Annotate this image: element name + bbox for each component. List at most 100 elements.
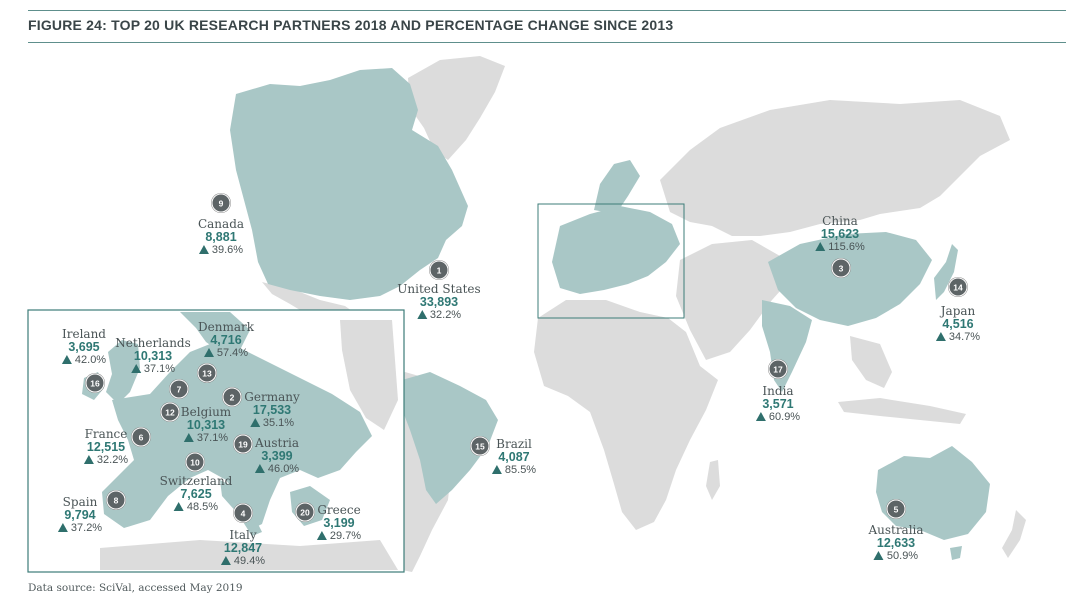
data-source-note: Data source: SciVal, accessed May 2019	[28, 582, 243, 594]
country-value: 12,515	[86, 440, 126, 454]
country-change: 46.0%	[255, 463, 299, 476]
rank-badge-australia: 5	[886, 499, 906, 519]
land-unhighlighted	[262, 56, 1026, 572]
country-name: Australia	[868, 523, 924, 537]
country-value: 3,199	[323, 516, 355, 530]
country-name: Netherlands	[115, 336, 191, 350]
rank-badge-greece: 20	[295, 502, 315, 522]
scandinavia-shape	[594, 160, 640, 214]
rank-badge-canada: 9	[211, 193, 231, 213]
rank-badge-united-states: 1	[429, 260, 449, 280]
country-value: 8,881	[205, 230, 237, 244]
figure-title: FIGURE 24: TOP 20 UK RESEARCH PARTNERS 2…	[28, 17, 674, 33]
inset-scandinavia-land	[180, 312, 250, 352]
rank-badge-belgium: 12	[160, 402, 180, 422]
label-canada: Canada 8,881 39.6%	[198, 218, 244, 257]
inset-nonpartner-land	[340, 320, 398, 430]
country-change: 49.4%	[221, 555, 265, 568]
north-america-shape	[230, 68, 468, 300]
country-value: 4,087	[498, 450, 530, 464]
country-value: 33,893	[419, 295, 459, 309]
country-name: Brazil	[496, 437, 532, 451]
label-brazil: Brazil 4,087 85.5%	[492, 438, 536, 477]
country-change: 37.1%	[115, 363, 191, 376]
country-name: Denmark	[198, 320, 254, 334]
land-highlighted	[230, 68, 990, 560]
rank-badge-india: 17	[768, 359, 788, 379]
country-name: Canada	[197, 217, 245, 231]
rank-badge-italy: 4	[233, 503, 253, 523]
country-value: 12,633	[876, 536, 916, 550]
southeast-asia-shape	[850, 336, 892, 388]
rank-badge-germany: 2	[222, 387, 242, 407]
country-name: India	[762, 384, 794, 398]
country-value: 9,794	[64, 508, 96, 522]
label-united-states: United States 33,893 32.2%	[397, 283, 480, 322]
country-name: Ireland	[62, 327, 106, 341]
label-italy: Italy 12,847 49.4%	[221, 529, 265, 568]
label-spain: Spain 9,794 37.2%	[58, 496, 102, 535]
rank-badge-spain: 8	[106, 490, 126, 510]
country-change: 48.5%	[160, 501, 233, 514]
country-value: 3,399	[261, 449, 293, 463]
country-value: 12,847	[223, 541, 263, 555]
country-name: Spain	[62, 495, 98, 509]
japan-shape	[934, 244, 958, 300]
brazil-shape	[400, 372, 498, 504]
europe-focus-frame	[537, 203, 685, 319]
country-value: 3,695	[68, 340, 100, 354]
country-value: 7,625	[180, 487, 212, 501]
africa-shape	[534, 300, 718, 530]
madagascar-shape	[706, 460, 720, 500]
top-rule	[28, 10, 1066, 11]
country-change: 29.7%	[317, 530, 361, 543]
label-greece: Greece 3,199 29.7%	[317, 504, 361, 543]
title-rule	[28, 42, 1066, 43]
country-change: 37.1%	[181, 432, 231, 445]
country-change: 32.2%	[84, 454, 128, 467]
country-name: Italy	[229, 528, 257, 542]
greenland-shape	[408, 56, 505, 160]
country-change: 50.9%	[868, 550, 923, 563]
country-change: 35.1%	[244, 417, 299, 430]
label-denmark: Denmark 4,716 57.4%	[198, 321, 254, 360]
new-zealand-shape	[1002, 510, 1026, 558]
country-change: 39.6%	[198, 244, 244, 257]
label-ireland: Ireland 3,695 42.0%	[62, 328, 106, 367]
label-germany: Germany 17,533 35.1%	[244, 391, 299, 430]
rank-badge-denmark: 13	[197, 363, 217, 383]
country-value: 4,716	[210, 333, 242, 347]
label-india: India 3,571 60.9%	[756, 385, 800, 424]
country-value: 10,313	[186, 418, 226, 432]
country-change: 32.2%	[397, 309, 480, 322]
rank-badge-china: 3	[831, 258, 851, 278]
rank-badge-brazil: 15	[470, 436, 490, 456]
label-belgium: Belgium 10,313 37.1%	[181, 406, 231, 445]
china-shape	[768, 232, 932, 326]
indonesia-shape	[838, 398, 966, 424]
country-value: 15,623	[820, 227, 860, 241]
country-value: 4,516	[942, 317, 974, 331]
country-change: 85.5%	[492, 464, 536, 477]
country-change: 34.7%	[936, 331, 980, 344]
country-name: United States	[397, 282, 481, 296]
country-name: China	[822, 214, 858, 228]
europe-shape	[552, 206, 680, 294]
rank-badge-switzerland: 10	[185, 452, 205, 472]
country-change: 42.0%	[62, 354, 106, 367]
country-value: 17,533	[252, 403, 292, 417]
middle-east-shape	[676, 240, 790, 360]
country-change: 37.2%	[58, 522, 102, 535]
label-australia: Australia 12,633 50.9%	[868, 524, 923, 563]
country-name: France	[84, 427, 128, 441]
rank-badge-france: 6	[131, 427, 151, 447]
india-shape	[762, 300, 812, 392]
label-netherlands: Netherlands 10,313 37.1%	[115, 337, 191, 376]
rank-badge-austria: 19	[233, 434, 253, 454]
country-change: 60.9%	[756, 411, 800, 424]
label-china: China 15,623 115.6%	[815, 215, 865, 254]
country-name: Belgium	[180, 405, 232, 419]
country-change: 57.4%	[198, 347, 254, 360]
country-value: 10,313	[133, 349, 173, 363]
rank-badge-netherlands: 7	[169, 379, 189, 399]
